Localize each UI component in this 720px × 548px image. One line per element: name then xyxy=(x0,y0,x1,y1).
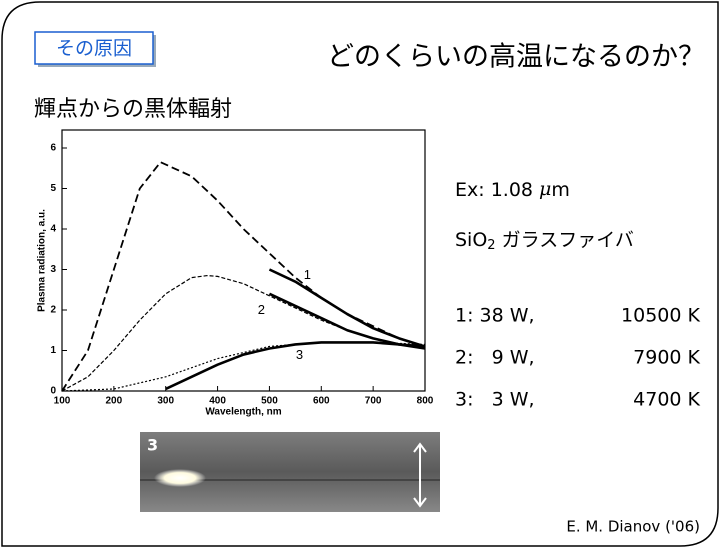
y-axis-label: Plasma radiation, a.u. xyxy=(37,209,48,312)
row-label: 3: 3 W, xyxy=(455,389,535,411)
x-tick-label: 600 xyxy=(313,396,330,407)
image-label: 3 xyxy=(147,436,158,455)
excitation: Ex: 1.08 μm xyxy=(455,178,570,201)
x-axis-label: Wavelength, nm xyxy=(205,407,281,418)
row-temp: 7900 K xyxy=(633,347,700,369)
excitation-unit: m xyxy=(551,179,570,201)
credit: E. M. Dianov ('06) xyxy=(566,518,700,536)
row-label: 2: 9 W, xyxy=(455,347,535,369)
x-tick-label: 400 xyxy=(209,396,226,407)
y-tick-label: 0 xyxy=(50,386,56,397)
series-line xyxy=(61,341,426,392)
fiber-sub: 2 xyxy=(487,238,495,253)
photo-spot xyxy=(154,469,206,487)
series-line xyxy=(61,161,426,392)
y-tick-label: 3 xyxy=(50,264,56,275)
y-tick-label: 5 xyxy=(50,183,56,194)
photo-arrow xyxy=(413,442,427,508)
x-tick-label: 100 xyxy=(54,396,71,407)
excitation-text: Ex: 1.08 xyxy=(455,179,539,201)
y-tick-label: 2 xyxy=(50,305,56,316)
series-label: 3 xyxy=(296,347,303,362)
series-line xyxy=(268,268,426,348)
y-tick-label: 4 xyxy=(50,224,56,235)
series-label: 2 xyxy=(258,302,265,317)
row-label: 1: 38 W, xyxy=(455,305,535,327)
title: どのくらいの高温になるのか？ xyxy=(327,42,705,73)
fiber: SiO2 ガラスファイバ xyxy=(455,229,634,253)
row-temp: 4700 K xyxy=(633,389,700,411)
row-temp: 10500 K xyxy=(621,305,700,327)
plot-frame xyxy=(61,129,426,392)
tag: その原因 xyxy=(56,38,132,60)
x-tick-label: 800 xyxy=(417,396,434,407)
excitation-mu: μ xyxy=(539,178,551,200)
subtitle: 輝点からの黒体輻射 xyxy=(34,97,232,122)
series-line xyxy=(165,341,426,391)
y-tick-label: 1 xyxy=(50,345,56,356)
fiber-text: ガラスファイバ xyxy=(496,229,634,251)
x-tick-label: 300 xyxy=(157,396,174,407)
x-tick-label: 500 xyxy=(261,396,278,407)
fiber-text: SiO xyxy=(455,229,487,251)
series-line xyxy=(61,274,426,392)
y-tick-label: 6 xyxy=(50,143,56,154)
series-label: 1 xyxy=(304,267,311,282)
tag-box xyxy=(34,31,154,65)
x-tick-label: 200 xyxy=(106,396,123,407)
x-tick-label: 700 xyxy=(365,396,382,407)
